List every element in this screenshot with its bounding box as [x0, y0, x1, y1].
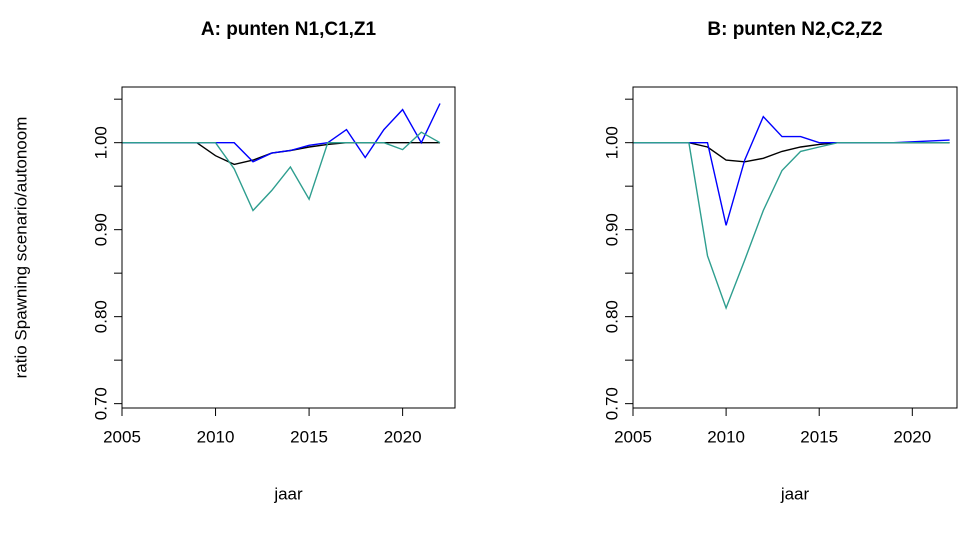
data-line [122, 103, 441, 163]
plot-box [632, 86, 958, 409]
y-tick-label: 0.70 [602, 387, 621, 420]
x-tick-label: 2010 [197, 427, 235, 446]
y-tick-label: 0.70 [91, 387, 110, 420]
y-tick-label: 1.00 [91, 126, 110, 159]
x-tick-label: 2020 [893, 427, 931, 446]
data-line [633, 142, 950, 163]
data-line [633, 142, 950, 311]
x-tick-label: 2015 [800, 427, 838, 446]
y-tick-label: 0.80 [602, 300, 621, 333]
y-tick-label: 1.00 [602, 126, 621, 159]
y-tick-label: 0.90 [91, 213, 110, 246]
chart-title: B: punten N2,C2,Z2 [707, 19, 882, 40]
x-tick-label: 2005 [614, 427, 652, 446]
x-tick-label: 2015 [290, 427, 328, 446]
x-tick-label: 2005 [103, 427, 141, 446]
y-axis-label: ratio Spawning scenario/autonoom [11, 117, 30, 379]
data-line [633, 115, 950, 226]
y-tick-label: 0.80 [91, 300, 110, 333]
plot-box [121, 86, 456, 409]
x-axis-label: jaar [780, 484, 810, 503]
chart-title: A: punten N1,C1,Z1 [201, 19, 377, 40]
data-line [122, 131, 441, 212]
x-tick-label: 2010 [707, 427, 745, 446]
y-tick-label: 0.90 [602, 213, 621, 246]
x-tick-label: 2020 [384, 427, 422, 446]
x-axis-label: jaar [273, 484, 303, 503]
